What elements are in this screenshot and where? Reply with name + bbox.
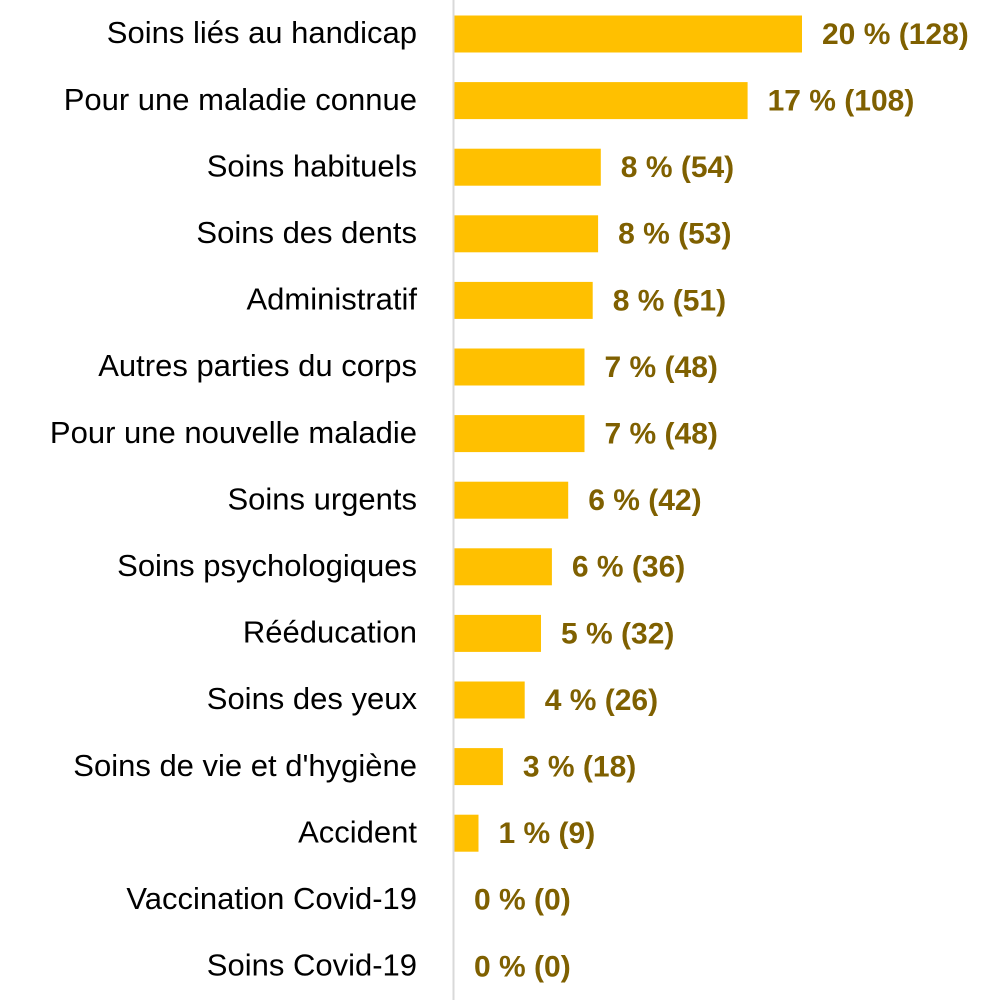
value-label: 7 % (48) — [605, 418, 718, 451]
category-label: Soins urgents — [227, 481, 417, 516]
bar — [454, 415, 585, 453]
bar — [454, 281, 593, 319]
value-label: 6 % (36) — [572, 551, 685, 584]
category-label: Soins psychologiques — [117, 548, 417, 583]
category-label: Accident — [298, 814, 417, 849]
value-label: 1 % (9) — [499, 817, 596, 850]
category-label: Pour une maladie connue — [64, 82, 417, 117]
category-label: Administratif — [246, 282, 417, 317]
value-label: 20 % (128) — [822, 18, 969, 51]
value-labels-group: 20 % (128) 17 % (108) 8 % (54) 8 % (53) 8 % … — [474, 18, 969, 983]
bar — [454, 148, 601, 186]
bar — [454, 614, 541, 652]
bar — [454, 748, 503, 786]
category-label: Rééducation — [243, 615, 417, 650]
value-label: 3 % (18) — [523, 751, 636, 784]
value-label: 0 % (0) — [474, 884, 571, 917]
value-label: 0 % (0) — [474, 950, 571, 983]
bars-group — [454, 15, 802, 852]
value-label: 8 % (53) — [618, 218, 731, 251]
bar — [454, 814, 479, 852]
bar — [454, 681, 525, 719]
category-label: Soins Covid-19 — [207, 948, 417, 983]
bar — [454, 82, 748, 120]
category-labels-group: Soins liés au handicap Pour une maladie c… — [50, 15, 418, 982]
value-label: 8 % (54) — [621, 151, 734, 184]
category-label: Pour une nouvelle maladie — [50, 415, 417, 450]
category-label: Soins de vie et d'hygiène — [73, 748, 417, 783]
value-label: 8 % (51) — [613, 284, 726, 317]
category-label: Soins liés au handicap — [107, 15, 417, 50]
category-label: Autres parties du corps — [98, 348, 417, 383]
value-label: 7 % (48) — [605, 351, 718, 384]
bar — [454, 215, 599, 253]
bar — [454, 15, 802, 53]
value-label: 4 % (26) — [545, 684, 658, 717]
bar — [454, 481, 569, 519]
category-label: Soins des dents — [196, 215, 417, 250]
bar — [454, 548, 552, 586]
category-label: Vaccination Covid-19 — [126, 881, 417, 916]
category-label: Soins habituels — [207, 148, 417, 183]
value-label: 17 % (108) — [768, 85, 915, 118]
value-label: 6 % (42) — [588, 484, 701, 517]
bar — [454, 348, 585, 386]
value-label: 5 % (32) — [561, 617, 674, 650]
category-label: Soins des yeux — [207, 681, 418, 716]
